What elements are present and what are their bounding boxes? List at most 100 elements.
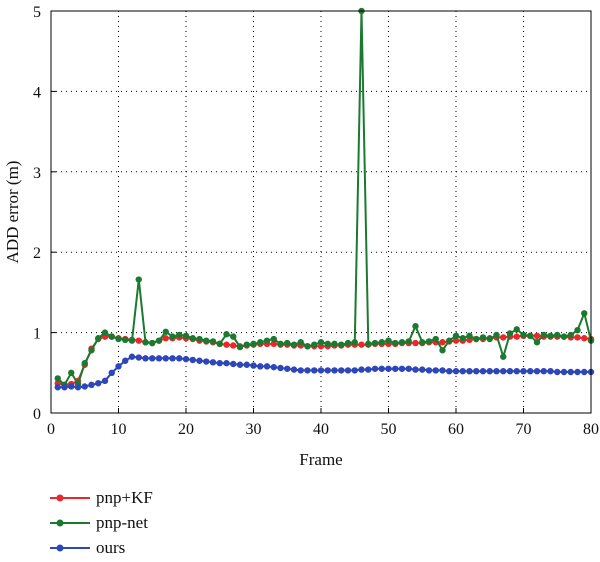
y-tick-label: 0: [33, 406, 41, 423]
data-point-ours: [479, 367, 487, 375]
data-point-pnp-kf: [574, 334, 581, 341]
data-point-pnp-net: [452, 332, 460, 340]
data-point-ours: [216, 359, 223, 367]
y-tick-label: 1: [33, 326, 41, 343]
legend-swatch-pnp-net: [50, 519, 90, 526]
y-tick-label: 5: [33, 4, 41, 21]
data-point-pnp-kf: [452, 337, 460, 344]
data-point-pnp-net: [486, 335, 493, 343]
x-tick-label: 50: [381, 421, 397, 438]
data-point-ours: [68, 383, 75, 390]
data-point-ours: [371, 365, 379, 372]
data-point-ours: [466, 367, 473, 375]
data-point-ours: [88, 381, 95, 389]
data-point-ours: [54, 384, 61, 391]
data-point-pnp-kf: [162, 335, 169, 342]
data-point-ours: [547, 367, 554, 375]
data-point-pnp-net: [567, 331, 574, 339]
data-point-pnp-net: [196, 335, 203, 343]
data-point-pnp-net: [520, 331, 527, 339]
data-point-ours: [425, 367, 433, 374]
x-tick-label: 40: [313, 421, 329, 438]
data-point-pnp-net: [385, 337, 392, 344]
series-ours: [54, 353, 595, 391]
data-point-ours: [513, 367, 520, 375]
legend-item-pnp-kf: pnp+KF: [48, 485, 153, 510]
data-point-pnp-net: [540, 331, 547, 339]
data-point-pnp-net: [554, 331, 561, 339]
x-tick-label: 80: [583, 421, 599, 438]
x-tick-label: 30: [246, 421, 262, 438]
legend-swatch-pnp-kf: [50, 494, 90, 501]
data-point-pnp-net: [466, 332, 473, 340]
data-point-pnp-kf: [270, 340, 277, 348]
data-point-pnp-net: [479, 334, 487, 341]
data-point-pnp-net: [500, 353, 507, 360]
data-point-pnp-net: [439, 347, 446, 354]
data-point-pnp-net: [459, 335, 466, 342]
data-point-pnp-net: [493, 331, 500, 339]
x-tick-label: 70: [516, 421, 532, 438]
data-point-ours: [155, 355, 163, 362]
y-tick-label: 3: [33, 165, 41, 182]
data-point-ours: [317, 367, 325, 374]
data-point-pnp-net: [304, 343, 311, 350]
data-point-pnp-net: [560, 333, 568, 340]
data-point-ours: [115, 363, 122, 370]
data-point-pnp-net: [230, 333, 237, 340]
data-point-ours: [81, 383, 88, 390]
legend-label-pnp-kf: pnp+KF: [96, 487, 153, 507]
data-point-ours: [135, 354, 142, 361]
data-point-pnp-net: [284, 339, 291, 347]
data-point-pnp-net: [155, 337, 163, 344]
data-point-pnp-net: [236, 343, 244, 351]
data-point-ours: [331, 367, 338, 374]
data-point-pnp-net: [297, 339, 304, 346]
data-point-ours: [527, 367, 534, 375]
data-point-pnp-net: [270, 335, 277, 343]
data-point-ours: [142, 355, 149, 362]
data-point-pnp-net: [209, 338, 217, 345]
legend: pnp+KF pnp-net ours: [48, 485, 153, 560]
data-point-ours: [297, 367, 304, 374]
data-point-pnp-net: [128, 337, 136, 344]
data-point-ours: [358, 366, 365, 373]
data-point-pnp-net: [169, 333, 176, 340]
data-point-pnp-net: [581, 310, 588, 317]
data-point-ours: [290, 366, 298, 373]
data-point-ours: [560, 368, 568, 376]
data-point-ours: [196, 357, 203, 364]
data-point-ours: [405, 365, 412, 372]
data-point-pnp-net: [263, 337, 271, 344]
data-point-pnp-net: [135, 276, 142, 283]
data-point-ours: [520, 367, 527, 375]
y-tick-label: 4: [33, 84, 41, 101]
data-point-pnp-net: [311, 341, 318, 348]
data-point-pnp-net: [446, 337, 453, 344]
y-axis-label: ADD error (m): [3, 161, 22, 264]
data-point-ours: [385, 365, 392, 372]
data-point-ours: [74, 384, 82, 391]
data-point-pnp-net: [473, 335, 480, 343]
data-point-pnp-net: [203, 337, 210, 344]
data-point-pnp-net: [365, 340, 372, 348]
data-point-pnp-kf: [223, 341, 230, 348]
data-point-pnp-net: [95, 335, 102, 342]
data-point-pnp-net: [149, 339, 156, 347]
data-point-pnp-kf: [358, 341, 365, 348]
data-point-pnp-net: [398, 339, 406, 346]
data-point-ours: [243, 361, 250, 368]
data-point-ours: [304, 367, 311, 374]
data-point-pnp-net: [324, 340, 331, 348]
series-layer: [54, 7, 595, 391]
series-line-pnp-net: [57, 10, 592, 386]
data-point-ours: [412, 366, 419, 373]
data-point-ours: [270, 363, 277, 371]
data-point-ours: [95, 380, 102, 387]
data-point-pnp-net: [425, 338, 433, 345]
data-point-pnp-kf: [230, 342, 237, 349]
data-point-pnp-kf: [135, 337, 142, 344]
data-point-ours: [284, 365, 291, 372]
data-point-ours: [257, 363, 264, 370]
data-point-pnp-net: [405, 338, 412, 345]
